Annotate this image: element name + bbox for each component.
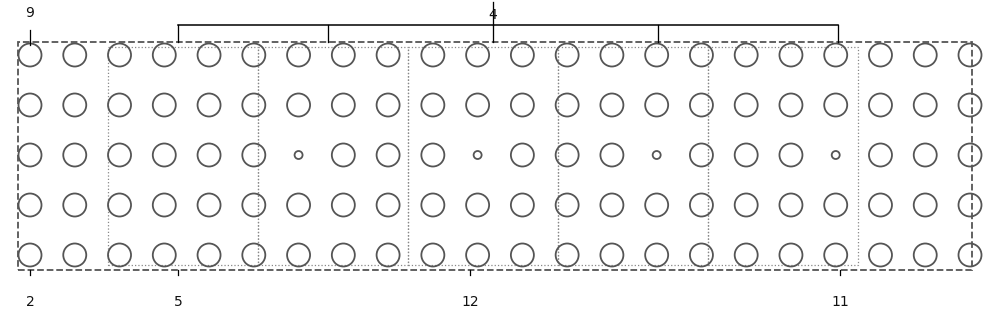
Text: 4: 4	[489, 8, 497, 22]
Bar	[108, 47, 258, 265]
Text: 9: 9	[26, 6, 34, 20]
Text: 12: 12	[461, 295, 479, 309]
Bar	[558, 47, 708, 265]
Text: 2: 2	[26, 295, 34, 309]
Bar	[708, 47, 858, 265]
Bar	[18, 42, 972, 270]
Bar	[258, 47, 408, 265]
Text: 5: 5	[174, 295, 182, 309]
Text: 11: 11	[831, 295, 849, 309]
Bar	[408, 47, 558, 265]
